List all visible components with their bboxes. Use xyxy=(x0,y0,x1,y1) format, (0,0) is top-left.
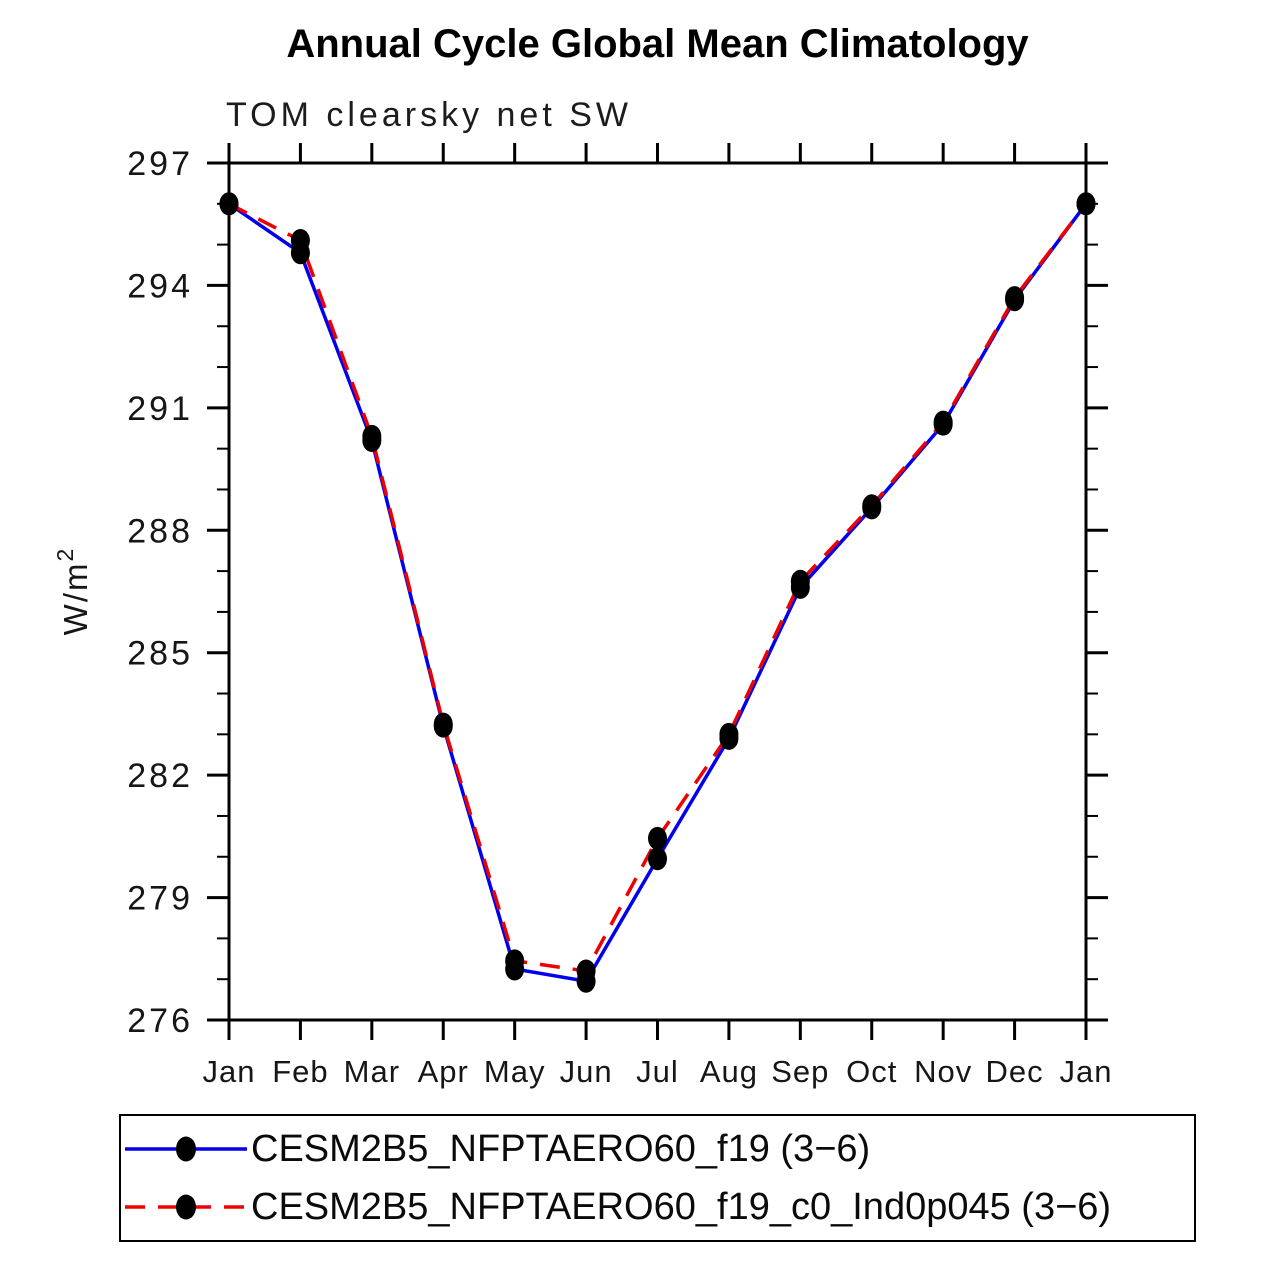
x-tick-label: Nov xyxy=(914,1054,972,1089)
y-tick-label: 285 xyxy=(127,635,193,673)
data-point-marker-series-1 xyxy=(576,959,596,983)
x-tick-label: Mar xyxy=(344,1054,400,1089)
legend-label: CESM2B5_NFPTAERO60_f19_c0_Ind0p045 (3−6) xyxy=(251,1186,1112,1228)
data-point-marker-series-1 xyxy=(433,712,453,736)
legend-sample-marker xyxy=(176,1194,196,1220)
x-tick-label: Jun xyxy=(560,1054,613,1089)
data-point-marker-series-1 xyxy=(1076,192,1096,216)
data-point-marker-series-1 xyxy=(505,949,525,973)
legend-sample-marker xyxy=(176,1136,196,1162)
legend-line-sample-dashed xyxy=(125,1194,247,1220)
y-tick-label: 297 xyxy=(127,145,193,183)
x-tick-label: Jan xyxy=(203,1054,256,1089)
legend-line-sample-solid xyxy=(125,1136,247,1162)
x-tick-label: May xyxy=(484,1054,546,1089)
x-tick-label: Feb xyxy=(272,1054,328,1089)
legend-label: CESM2B5_NFPTAERO60_f19 (3−6) xyxy=(251,1128,871,1170)
y-tick-label: 276 xyxy=(127,1002,193,1040)
data-point-marker-series-1 xyxy=(648,826,667,850)
data-point-marker-series-1 xyxy=(933,410,953,434)
y-tick-label: 294 xyxy=(127,267,193,305)
chart-subtitle: TOM clearsky net SW xyxy=(226,96,632,134)
x-tick-label: Jan xyxy=(1060,1054,1113,1089)
y-tick-label: 288 xyxy=(127,512,193,550)
data-point-marker-series-0 xyxy=(648,847,667,871)
data-point-marker-series-1 xyxy=(1005,286,1025,310)
x-tick-label: Sep xyxy=(771,1054,829,1089)
data-point-marker-series-1 xyxy=(790,569,810,593)
data-point-marker-series-1 xyxy=(290,229,310,253)
y-tick-label: 291 xyxy=(127,390,193,428)
legend-item: CESM2B5_NFPTAERO60_f19_c0_Ind0p045 (3−6) xyxy=(121,1183,1194,1231)
data-point-marker-series-1 xyxy=(719,722,739,746)
legend: CESM2B5_NFPTAERO60_f19 (3−6) CESM2B5_NFP… xyxy=(119,1114,1196,1242)
chart-title: Annual Cycle Global Mean Climatology xyxy=(286,22,1029,66)
plot-frame xyxy=(227,161,1088,1022)
legend-item: CESM2B5_NFPTAERO60_f19 (3−6) xyxy=(121,1125,1194,1173)
x-tick-label: Apr xyxy=(418,1054,469,1089)
x-tick-label: Dec xyxy=(986,1054,1044,1089)
x-tick-label: Jul xyxy=(636,1054,679,1089)
x-tick-label: Aug xyxy=(700,1054,758,1089)
y-tick-label: 282 xyxy=(127,757,193,795)
data-point-marker-series-1 xyxy=(219,192,239,216)
y-axis-label: W/m2 xyxy=(52,547,94,636)
y-tick-label: 279 xyxy=(127,880,193,918)
data-point-marker-series-1 xyxy=(862,494,882,518)
data-point-marker-series-1 xyxy=(362,424,382,448)
x-tick-label: Oct xyxy=(846,1054,897,1089)
